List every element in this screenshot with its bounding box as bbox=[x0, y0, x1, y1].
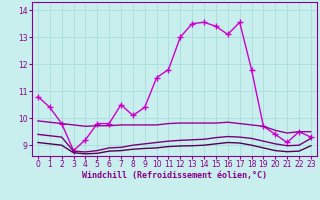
X-axis label: Windchill (Refroidissement éolien,°C): Windchill (Refroidissement éolien,°C) bbox=[82, 171, 267, 180]
